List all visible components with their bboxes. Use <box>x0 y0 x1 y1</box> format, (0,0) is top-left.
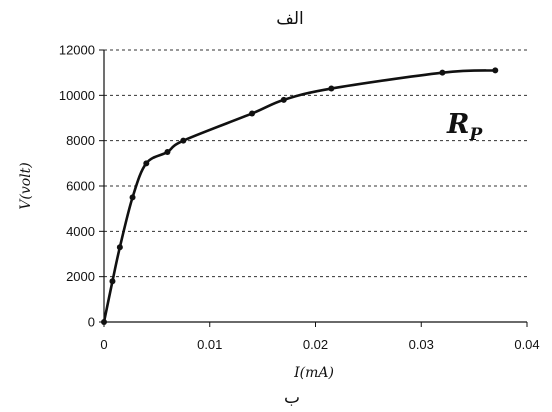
x-axis-title: I(mA) <box>293 365 334 381</box>
data-point <box>328 85 335 92</box>
data-point <box>492 67 499 74</box>
y-tick-label: 4000 <box>66 224 95 239</box>
series-label-main: R <box>446 109 469 140</box>
data-point <box>109 278 116 285</box>
data-point <box>439 69 446 76</box>
data-point <box>143 160 150 167</box>
top-caption: الف <box>276 9 304 29</box>
y-ticks: 0 2000 4000 6000 8000 10000 12000 <box>59 43 104 330</box>
y-tick-label: 2000 <box>66 269 95 284</box>
x-tick-label: 0.04 <box>514 337 539 352</box>
data-point <box>164 149 171 155</box>
y-tick-label: 10000 <box>59 88 95 103</box>
y-tick-label: 0 <box>88 315 95 330</box>
series-label: RP <box>446 109 483 145</box>
series-line <box>102 69 497 324</box>
bottom-caption: ب <box>284 388 300 408</box>
y-tick-label: 8000 <box>66 133 95 148</box>
y-tick-label: 6000 <box>66 179 95 194</box>
y-tick-label: 12000 <box>59 43 95 58</box>
x-tick-label: 0.02 <box>303 337 328 352</box>
x-tick-label: 0.01 <box>197 337 222 352</box>
gridlines <box>104 49 527 278</box>
y-axis-title: V(volt) <box>18 162 34 209</box>
x-tick-label: 0 <box>100 337 107 352</box>
x-ticks: 0 0.01 0.02 0.03 0.04 <box>100 322 540 352</box>
data-point <box>249 110 256 117</box>
x-tick-label: 0.03 <box>409 337 434 352</box>
series-rp <box>101 67 499 325</box>
series-label-subscript: P <box>468 125 483 145</box>
data-point <box>129 194 136 201</box>
data-point <box>101 319 107 325</box>
data-point <box>116 244 123 251</box>
data-point <box>180 137 187 144</box>
data-point <box>280 96 287 103</box>
